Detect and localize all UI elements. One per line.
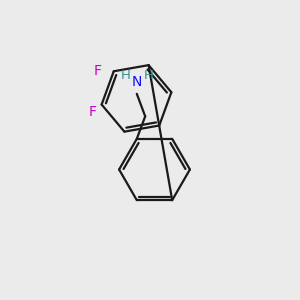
Text: N: N — [132, 75, 142, 89]
Text: H: H — [143, 69, 153, 82]
Text: F: F — [88, 105, 97, 119]
Text: H: H — [121, 69, 130, 82]
Text: F: F — [93, 64, 101, 78]
